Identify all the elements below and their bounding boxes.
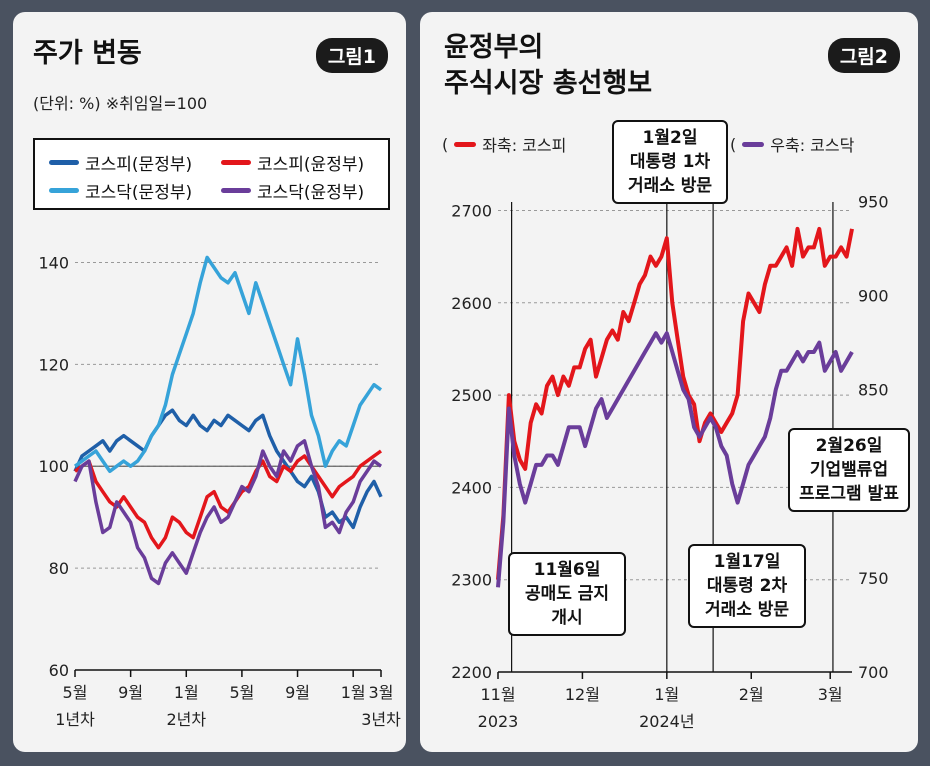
legend-entry: 코스피(윤정부) (221, 150, 364, 175)
y-right-tick-label: 750 (858, 569, 889, 588)
x-tick-label: 9월 (285, 683, 310, 702)
legend-entry: 코스피(문정부) (49, 150, 192, 175)
y-left-tick-label: 2300 (451, 571, 492, 590)
x-tick-label: 3월 (369, 683, 394, 702)
y-left-tick-label: 2400 (451, 478, 492, 497)
series-line (73, 255, 383, 474)
y-left-tick-label: 2500 (451, 386, 492, 405)
chart-legend: 코스피(문정부) 코스피(윤정부) 코스닥(문정부) 코스닥(윤정부) (33, 138, 390, 210)
series-line (73, 449, 383, 550)
x-tick-label: 1월 (341, 683, 366, 702)
x-tick-label: 11월 (480, 685, 515, 704)
figure-badge: 그림2 (827, 38, 900, 73)
y-right-tick-label: 700 (858, 663, 889, 682)
series-line (73, 408, 383, 530)
panel-title-line1: 윤정부의 (444, 32, 544, 63)
legend-entry: 코스닥(윤정부) (221, 178, 364, 203)
series-line (496, 226, 854, 580)
y-tick-label: 80 (49, 559, 69, 578)
legend-right: (우축: 코스닥 (730, 134, 855, 156)
annotation-box: 1월17일 대통령 2차 거래소 방문 (688, 544, 806, 628)
y-right-tick-label: 850 (858, 381, 889, 400)
y-left-tick-label: 2600 (451, 294, 492, 313)
y-tick-label: 120 (38, 355, 69, 374)
x-tick-sublabel: 2024년 (639, 712, 694, 731)
x-tick-label: 9월 (118, 683, 143, 702)
panel-title: 주가 변동 (33, 38, 142, 69)
chart-2-plot: 2200230024002500260027007007508008509009… (451, 192, 889, 731)
figure-badge: 그림1 (315, 38, 388, 73)
annotation-box: 11월6일 공매도 금지 개시 (508, 552, 626, 636)
unit-note: (단위: %) ※취임일=100 (33, 94, 208, 113)
chart-panel-1: 주가 변동 그림1 (단위: %) ※취임일=100 코스피(문정부) 코스피(… (13, 12, 406, 752)
x-tick-sublabel: 2023 (478, 712, 519, 731)
series-line (73, 439, 383, 586)
x-tick-sublabel: 1년차 (55, 710, 95, 729)
legend-entry: 코스닥(문정부) (49, 178, 192, 203)
annotation-box: 2월26일 기업밸류업 프로그램 발표 (788, 428, 910, 512)
x-tick-sublabel: 3년차 (361, 710, 401, 729)
y-left-tick-label: 2200 (451, 663, 492, 682)
annotation-box: 1월2일 대통령 1차 거래소 방문 (612, 120, 728, 204)
x-tick-label: 1월 (174, 683, 199, 702)
y-tick-label: 140 (38, 253, 69, 272)
y-left-tick-label: 2700 (451, 201, 492, 220)
y-tick-label: 60 (49, 661, 69, 680)
x-tick-label: 12월 (565, 685, 600, 704)
x-tick-label: 2월 (739, 685, 764, 704)
x-tick-label: 1월 (654, 685, 679, 704)
chart-panel-2: 윤정부의 주식시장 총선행보 그림2 (좌축: 코스피 (우축: 코스닥 220… (420, 12, 918, 752)
series-line (496, 331, 854, 588)
x-tick-label: 3월 (818, 685, 843, 704)
y-right-tick-label: 900 (858, 287, 889, 306)
legend-left: (좌축: 코스피 (442, 134, 567, 156)
panel-title-line2: 주식시장 총선행보 (444, 68, 653, 99)
x-tick-label: 5월 (229, 683, 254, 702)
x-tick-label: 5월 (63, 683, 88, 702)
y-right-tick-label: 950 (858, 192, 889, 211)
x-tick-sublabel: 2년차 (166, 710, 206, 729)
y-tick-label: 100 (38, 457, 69, 476)
